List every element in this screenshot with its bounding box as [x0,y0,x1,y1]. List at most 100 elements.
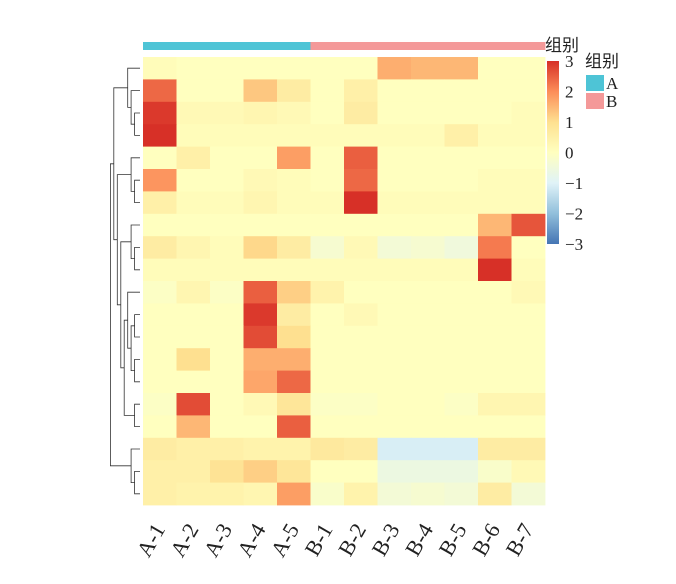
heatmap-cell [243,191,278,215]
heatmap-cell [143,146,177,170]
heatmap-cell [143,393,177,416]
heatmap-cell [478,393,512,416]
heatmap-cell [143,281,177,304]
heatmap-cell [511,482,546,506]
heatmap-cell [511,57,546,80]
dendrogram-link [130,325,135,371]
heatmap-cell [243,79,278,103]
heatmap-cell [176,57,211,80]
dendrogram-link [134,471,140,495]
heatmap-cell [478,191,512,215]
heatmap-cell [277,258,311,282]
heatmap-cell [377,370,412,394]
heatmap-cell [444,101,479,125]
annotation-cell [344,42,378,50]
heatmap-cell [176,169,211,192]
heatmap-cell [478,124,512,147]
heatmap-cell [344,437,378,461]
heatmap-cell [511,370,546,394]
heatmap-cell [143,482,177,506]
heatmap-cell [210,482,244,506]
heatmap-cell [377,213,412,237]
heatmap-cell [310,191,345,215]
column-label: A-2 [165,519,204,561]
heatmap-cell [344,124,378,147]
colorbar-tick-label: 2 [565,83,574,102]
heatmap-cell [210,281,244,304]
group-annotation-bar [143,42,546,50]
column-label: B-2 [333,519,371,560]
heatmap-cell [277,124,311,147]
heatmap-cell [210,169,244,192]
heatmap-cell [143,124,177,147]
heatmap-cell [511,79,546,103]
heatmap-cell [277,370,311,394]
heatmap-cell [277,101,311,125]
heatmap-cell [310,415,345,439]
heatmap-cell [511,325,546,349]
heatmap-cell [344,101,378,125]
heatmap-cell [478,236,512,259]
heatmap-cell [344,393,378,416]
group-legend: 组别 AB [585,52,619,111]
heatmap-cell [143,303,177,327]
column-label: B-4 [400,519,438,560]
heatmap-cell [143,325,177,349]
heatmap-cell [444,169,479,192]
heatmap-cell [143,191,177,215]
heatmap-cell [344,460,378,483]
heatmap-cell [377,124,412,147]
dendrogram-link [130,448,140,483]
heatmap-cell [310,213,345,237]
heatmap-cell [478,437,512,461]
heatmap-cell [344,258,378,282]
heatmap-cell [277,281,311,304]
heatmap-cell [143,437,177,461]
heatmap-cell [411,460,445,483]
heatmap-cell [176,348,211,371]
colorbar-tick-label: 3 [565,52,574,71]
heatmap-cell [511,101,546,125]
heatmap-cell [478,281,512,304]
column-label: B-6 [467,519,505,560]
heatmap-cell [243,57,278,80]
heatmap-cell [143,79,177,103]
heatmap-cell [176,325,211,349]
heatmap-cell [377,258,412,282]
dendrogram-link [130,90,140,125]
heatmap-cell [444,460,479,483]
heatmap-cell [411,101,445,125]
heatmap-cell [310,281,345,304]
heatmap-cell [444,258,479,282]
annotation-cell [243,42,278,50]
heatmap-cell [277,236,311,259]
annotation-cell [444,42,479,50]
heatmap-cell [210,146,244,170]
annotation-cell [478,42,512,50]
heatmap-cell [377,437,412,461]
heatmap-cell [310,124,345,147]
heatmap-cell [277,482,311,506]
heatmap-cell [478,325,512,349]
heatmap-cell [243,258,278,282]
heatmap-cell [511,415,546,439]
heatmap-cell [478,57,512,80]
heatmap-cell [377,281,412,304]
heatmap-cell [243,393,278,416]
heatmap-cell [511,281,546,304]
heatmap-cell [210,370,244,394]
heatmap-cell [210,57,244,80]
heatmap-cell [310,169,345,192]
heatmap-cell [444,370,479,394]
heatmap-cell [511,258,546,282]
annotation-cell [210,42,244,50]
column-label: A-3 [198,519,237,561]
heatmap-cell [511,213,546,237]
heatmap-cell [176,146,211,170]
heatmap-cell [243,303,278,327]
heatmap-cell [176,437,211,461]
heatmap-cell [210,303,244,327]
heatmap-cell [377,348,412,371]
heatmap-cell [243,236,278,259]
